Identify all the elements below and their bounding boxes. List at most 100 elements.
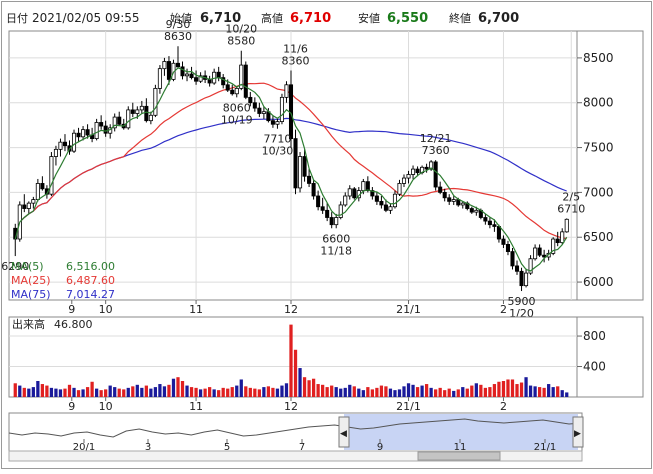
volume-bar xyxy=(49,387,54,397)
candle xyxy=(252,97,257,112)
candle-body xyxy=(347,188,352,197)
volume-bar xyxy=(470,385,474,397)
candle xyxy=(514,260,520,275)
volume-bar xyxy=(434,389,438,397)
candle-body xyxy=(49,156,54,195)
candle xyxy=(185,68,190,82)
volume-bar xyxy=(208,387,212,397)
candle-body xyxy=(194,77,199,82)
volume-bar xyxy=(361,390,365,397)
ma-legend: MA(5) 6,516.00 MA(25) 6,487.60 MA(75) 7,014.2… xyxy=(11,260,115,301)
annotation-line: 2/5 xyxy=(562,190,580,203)
annotation-line: 7360 xyxy=(422,144,450,157)
range-navigator: ◀ ▶ 20/1 3 5 7 9 11 21/1 xyxy=(8,412,584,462)
annotation-line: 8630 xyxy=(164,30,192,43)
candle xyxy=(40,176,45,191)
candle-body xyxy=(189,73,194,79)
volume-bar xyxy=(528,385,533,397)
candle-body xyxy=(401,177,407,184)
candle-body xyxy=(261,111,266,114)
volume-x-tick-label: 9 xyxy=(68,400,75,413)
candle xyxy=(501,235,506,248)
volume-bar xyxy=(461,387,465,397)
volume-bar xyxy=(325,387,329,397)
volume-bar xyxy=(519,382,524,397)
price-x-tick-label: 12 xyxy=(284,303,298,316)
volume-x-tick-label: 10 xyxy=(99,400,113,413)
volume-x-tick-label: 12 xyxy=(284,400,298,413)
candle xyxy=(555,231,560,247)
volume-bar xyxy=(393,390,397,397)
volume-bar xyxy=(108,385,112,397)
legend-value: 6,516.00 xyxy=(66,260,115,273)
candle-body xyxy=(514,265,520,272)
volume-bar xyxy=(244,386,248,397)
candle xyxy=(429,160,434,171)
price-x-tick-label: 11 xyxy=(189,303,203,316)
volume-bar xyxy=(547,384,551,397)
annotation-line: 11/18 xyxy=(320,244,352,257)
annotation-line: 10/20 xyxy=(225,23,257,36)
candle xyxy=(551,237,556,256)
price-x-axis: 9 9 10 10 11 11 12 12 21/1 21/1 2 2 xyxy=(68,300,507,413)
candle-body xyxy=(361,181,366,192)
candle xyxy=(533,244,538,261)
candle-body xyxy=(510,251,515,267)
candle-body xyxy=(130,109,135,114)
volume-x-tick-label: 21/1 xyxy=(396,400,421,413)
navigator-tick-label: 20/1 xyxy=(73,442,95,453)
volume-bar xyxy=(311,378,316,397)
candle-body xyxy=(519,270,524,287)
navigator-scrollbar[interactable] xyxy=(8,450,583,462)
candle xyxy=(401,174,407,188)
navigator-right-handle[interactable] xyxy=(572,416,584,448)
annotation-label: 7710 10/30 xyxy=(262,133,294,158)
volume-bar xyxy=(343,387,347,397)
volume-bar xyxy=(171,378,176,397)
volume-bar xyxy=(284,383,289,397)
candle xyxy=(374,192,379,205)
volume-bar xyxy=(140,387,144,397)
navigator-scroll-thumb[interactable] xyxy=(417,451,501,461)
volume-bar xyxy=(497,381,501,397)
candle-body xyxy=(424,166,429,170)
candle-body xyxy=(117,116,122,125)
volume-bar xyxy=(298,368,302,397)
volume-bar xyxy=(411,384,415,397)
candle-body xyxy=(492,224,497,227)
volume-bar xyxy=(162,386,167,397)
candle xyxy=(126,106,131,130)
volume-bar xyxy=(149,388,153,397)
candle xyxy=(343,192,348,207)
volume-bar xyxy=(438,387,442,397)
volume-bar xyxy=(556,386,560,397)
candle-body xyxy=(429,161,434,170)
candle-body xyxy=(112,116,117,129)
volume-bar xyxy=(524,377,528,397)
volume-bar xyxy=(176,377,180,397)
volume-bar xyxy=(262,387,266,397)
volume-bar xyxy=(198,389,203,397)
candle-body xyxy=(103,125,108,134)
candle-body xyxy=(31,199,36,204)
candle-body xyxy=(162,61,167,70)
price-axis-tick-label: 6000 xyxy=(583,275,614,289)
navigator-left-handle[interactable] xyxy=(338,416,350,448)
candle-body xyxy=(483,217,488,222)
ohlc-header: 日付 2021/02/05 09:55 始値 6,710 高値 6,710 安値 6,550 終… xyxy=(6,11,519,26)
volume-bar xyxy=(452,390,456,397)
candle-body xyxy=(293,138,298,189)
candle-body xyxy=(370,190,375,197)
volume-bar xyxy=(488,387,492,397)
candle-body xyxy=(320,206,325,211)
annotation-line: 11/6 xyxy=(283,42,308,55)
candle xyxy=(85,124,90,139)
volume-title: 出来高 46.800 xyxy=(12,317,93,331)
candle xyxy=(469,206,474,214)
candle-body xyxy=(311,183,316,197)
volume-bar xyxy=(257,389,261,397)
open-value: 6,710 xyxy=(200,11,241,26)
candle xyxy=(148,111,153,125)
candle xyxy=(329,212,334,229)
volume-axis-frame xyxy=(576,316,644,398)
